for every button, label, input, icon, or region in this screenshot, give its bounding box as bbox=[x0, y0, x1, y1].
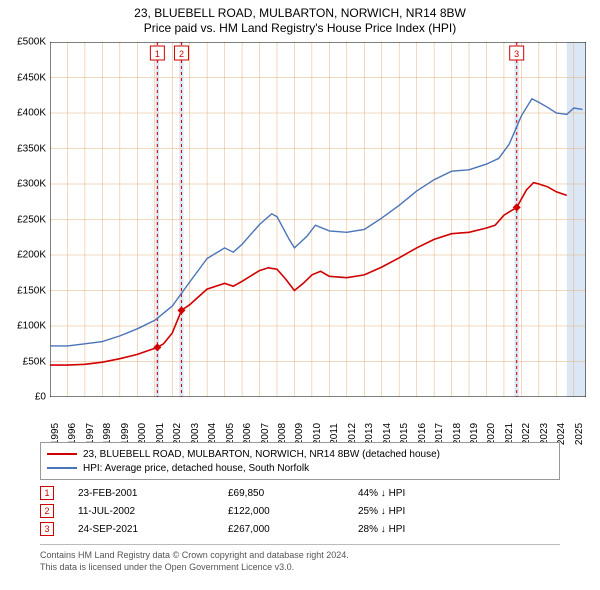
y-axis-labels: £0£50K£100K£150K£200K£250K£300K£350K£400… bbox=[0, 42, 48, 397]
y-tick-label: £200K bbox=[17, 250, 46, 261]
event-price: £69,850 bbox=[228, 488, 358, 499]
event-badge: 2 bbox=[40, 504, 54, 518]
events-table: 1 23-FEB-2001£69,85044% ↓ HPI 2 11-JUL-2002… bbox=[40, 484, 560, 538]
event-row: 2 11-JUL-2002£122,00025% ↓ HPI bbox=[40, 502, 560, 520]
legend-label-hpi: HPI: Average price, detached house, Sout… bbox=[83, 463, 309, 474]
event-delta: 44% ↓ HPI bbox=[358, 488, 478, 499]
event-delta: 25% ↓ HPI bbox=[358, 506, 478, 517]
y-tick-label: £450K bbox=[17, 72, 46, 83]
y-tick-label: £100K bbox=[17, 321, 46, 332]
y-tick-label: £250K bbox=[17, 214, 46, 225]
y-tick-label: £0 bbox=[35, 392, 46, 403]
event-date: 24-SEP-2021 bbox=[78, 524, 228, 535]
legend-item-property: 23, BLUEBELL ROAD, MULBARTON, NORWICH, N… bbox=[47, 447, 553, 461]
legend-item-hpi: HPI: Average price, detached house, Sout… bbox=[47, 461, 553, 475]
y-tick-label: £300K bbox=[17, 179, 46, 190]
event-badge: 3 bbox=[40, 522, 54, 536]
title-line-2: Price paid vs. HM Land Registry's House … bbox=[0, 21, 600, 36]
y-tick-label: £150K bbox=[17, 285, 46, 296]
event-row: 3 24-SEP-2021£267,00028% ↓ HPI bbox=[40, 520, 560, 538]
x-axis-labels: 1995199619971998199920002001200220032004… bbox=[50, 400, 586, 440]
plot-area: 1 2 3 bbox=[50, 42, 586, 397]
y-tick-label: £350K bbox=[17, 143, 46, 154]
y-tick-label: £50K bbox=[23, 356, 46, 367]
title-line-1: 23, BLUEBELL ROAD, MULBARTON, NORWICH, N… bbox=[0, 6, 600, 21]
svg-text:1: 1 bbox=[155, 49, 160, 59]
footer-line-1: Contains HM Land Registry data © Crown c… bbox=[40, 549, 560, 561]
svg-text:2: 2 bbox=[179, 49, 184, 59]
footer-line-2: This data is licensed under the Open Gov… bbox=[40, 561, 560, 573]
chart-svg: 1 2 3 bbox=[50, 42, 586, 397]
x-tick-label: 2025 bbox=[574, 423, 585, 445]
legend-swatch-property bbox=[47, 453, 77, 455]
event-badge: 1 bbox=[40, 486, 54, 500]
legend-swatch-hpi bbox=[47, 467, 77, 469]
event-price: £267,000 bbox=[228, 524, 358, 535]
legend: 23, BLUEBELL ROAD, MULBARTON, NORWICH, N… bbox=[40, 442, 560, 480]
event-delta: 28% ↓ HPI bbox=[358, 524, 478, 535]
legend-label-property: 23, BLUEBELL ROAD, MULBARTON, NORWICH, N… bbox=[83, 449, 440, 460]
y-tick-label: £400K bbox=[17, 108, 46, 119]
event-date: 23-FEB-2001 bbox=[78, 488, 228, 499]
event-date: 11-JUL-2002 bbox=[78, 506, 228, 517]
chart-container: 23, BLUEBELL ROAD, MULBARTON, NORWICH, N… bbox=[0, 0, 600, 590]
y-tick-label: £500K bbox=[17, 37, 46, 48]
event-row: 1 23-FEB-2001£69,85044% ↓ HPI bbox=[40, 484, 560, 502]
footer: Contains HM Land Registry data © Crown c… bbox=[40, 544, 560, 573]
title-block: 23, BLUEBELL ROAD, MULBARTON, NORWICH, N… bbox=[0, 0, 600, 36]
event-price: £122,000 bbox=[228, 506, 358, 517]
svg-text:3: 3 bbox=[514, 49, 519, 59]
